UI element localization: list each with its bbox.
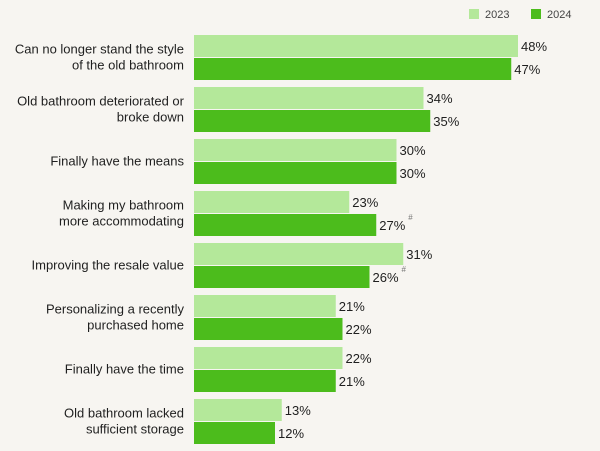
value-label-2024: 35% (433, 114, 459, 129)
bar-2023 (194, 35, 518, 57)
value-label-2023: 22% (346, 351, 372, 366)
bar-2024 (194, 370, 336, 392)
category-label-line: Old bathroom lacked (64, 406, 184, 421)
value-label-2024: 21% (339, 374, 365, 389)
category-label: Improving the resale value (32, 258, 184, 273)
category-group: Making my bathroom more accommodating 23%2… (59, 191, 413, 236)
category-group: Can no longer stand the style of the old … (15, 35, 547, 80)
legend: 2023 2024 (469, 9, 571, 21)
value-label-2024: 30% (400, 166, 426, 181)
value-label-2023: 13% (285, 403, 311, 418)
value-label-2024: 27% (379, 218, 405, 233)
bar-2024 (194, 110, 431, 132)
bar-2024 (194, 266, 370, 288)
value-label-2024: 12% (278, 426, 304, 441)
value-label-2023: 30% (400, 143, 426, 158)
legend-swatch-2023 (469, 9, 479, 19)
bar-2024 (194, 214, 377, 236)
bar-2023 (194, 87, 424, 109)
category-label-line: Old bathroom deteriorated or (17, 94, 185, 109)
category-label-line: more accommodating (59, 214, 184, 229)
category-label-line: Making my bathroom (63, 198, 184, 213)
category-group: Finally have the means 30% 30% (50, 139, 426, 184)
category-group: Old bathroom deteriorated or broke down 34… (17, 87, 460, 132)
value-label-2024: 22% (346, 322, 372, 337)
category-label: Making my bathroom more accommodating (59, 198, 184, 229)
value-label-2023: 23% (352, 195, 378, 210)
value-label-2023: 21% (339, 299, 365, 314)
value-label-2023: 48% (521, 39, 547, 54)
bar-2023 (194, 139, 397, 161)
category-group: Personalizing a recently purchased home 21… (46, 295, 372, 340)
category-group: Finally have the time 22% 21% (65, 347, 372, 392)
bar-2023 (194, 347, 343, 369)
bar-2024 (194, 318, 343, 340)
value-label-2024: 47% (514, 62, 540, 77)
category-label-line: Finally have the means (50, 154, 184, 169)
category-label: Old bathroom lacked sufficient storage (64, 406, 184, 437)
bar-2024 (194, 162, 397, 184)
bar-2023 (194, 191, 350, 213)
bar-2023 (194, 243, 404, 265)
category-label-line: Improving the resale value (32, 258, 184, 273)
legend-label-2024: 2024 (547, 9, 571, 21)
category-label-line: of the old bathroom (72, 58, 184, 73)
value-label-2023: 34% (427, 91, 453, 106)
category-label-line: purchased home (87, 318, 184, 333)
bar-2023 (194, 399, 282, 421)
bar-2024 (194, 422, 275, 444)
category-label-line: sufficient storage (86, 422, 184, 437)
category-label-line: Can no longer stand the style (15, 42, 184, 57)
legend-label-2023: 2023 (485, 9, 509, 21)
category-label: Finally have the time (65, 362, 184, 377)
category-label-line: broke down (117, 110, 184, 125)
bar-2024 (194, 58, 512, 80)
category-label: Finally have the means (50, 154, 184, 169)
bar-2023 (194, 295, 336, 317)
category-label: Can no longer stand the style of the old … (15, 42, 184, 73)
category-group: Improving the resale value 31% 26%# (32, 243, 433, 288)
category-label: Old bathroom deteriorated or broke down (17, 94, 185, 125)
category-label: Personalizing a recently purchased home (46, 302, 185, 333)
category-label-line: Personalizing a recently (46, 302, 185, 317)
category-group: Old bathroom lacked sufficient storage 13%… (64, 399, 311, 444)
significance-mark: # (408, 213, 413, 222)
value-label-2024: 26% (373, 270, 399, 285)
significance-mark: # (402, 265, 407, 274)
category-label-line: Finally have the time (65, 362, 184, 377)
legend-swatch-2024 (531, 9, 541, 19)
value-label-2023: 31% (406, 247, 432, 262)
